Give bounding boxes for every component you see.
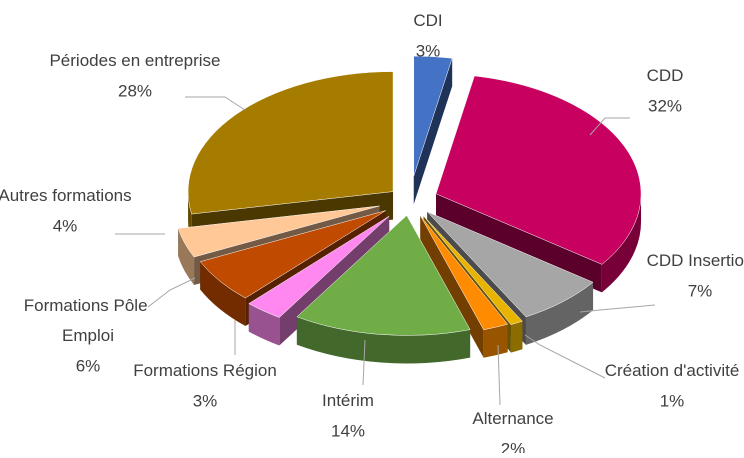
data-label-value: 2% bbox=[501, 439, 526, 453]
slice-wall bbox=[248, 303, 280, 346]
leader-line bbox=[579, 304, 656, 313]
slice bbox=[187, 71, 394, 215]
leader-line bbox=[185, 96, 246, 111]
slice bbox=[420, 215, 509, 331]
slice bbox=[423, 215, 523, 325]
leader-line bbox=[524, 334, 606, 379]
slice-side bbox=[413, 58, 453, 205]
data-label-value: 14% bbox=[331, 421, 365, 440]
slice-wall bbox=[525, 282, 594, 345]
data-label-value: 1% bbox=[660, 391, 685, 410]
data-label-name: Alternance bbox=[472, 409, 553, 428]
data-label-value: 4% bbox=[53, 216, 78, 235]
slice bbox=[199, 210, 386, 299]
slice-wall bbox=[510, 321, 523, 353]
slice-side bbox=[420, 215, 484, 358]
slice bbox=[413, 55, 453, 177]
data-label-value: 3% bbox=[193, 391, 218, 410]
slice bbox=[296, 215, 471, 336]
slice-wall bbox=[296, 316, 471, 364]
slice bbox=[435, 75, 642, 265]
data-label-name: Formations Région bbox=[133, 361, 277, 380]
data-label-name: Périodes en entreprise bbox=[49, 51, 220, 70]
data-label-value: 28% bbox=[118, 81, 152, 100]
leader-line bbox=[497, 344, 501, 406]
data-label-name: Autres formations bbox=[0, 186, 132, 205]
data-label-name: CDD Insertion bbox=[647, 251, 744, 270]
data-label-name: Intérim bbox=[322, 391, 374, 410]
data-label-value: 3% bbox=[416, 41, 441, 60]
slice-wall bbox=[483, 324, 508, 358]
slice-side bbox=[436, 193, 602, 293]
data-label-name: CDD bbox=[647, 66, 684, 85]
slice-wall bbox=[200, 261, 246, 327]
slice bbox=[248, 215, 390, 318]
leader-line bbox=[589, 117, 630, 136]
leader-line bbox=[147, 277, 196, 308]
slice-wall bbox=[178, 228, 195, 286]
slice bbox=[427, 211, 594, 318]
data-label-value: 7% bbox=[688, 281, 713, 300]
slice-wall bbox=[601, 193, 642, 293]
slice bbox=[177, 205, 380, 258]
data-label-value: 6% bbox=[76, 356, 101, 375]
data-label-name: Création d'activité bbox=[605, 361, 740, 380]
data-label-name: Formations Pôle Emploi bbox=[24, 296, 153, 345]
data-label-value: 32% bbox=[648, 96, 682, 115]
leader-line bbox=[362, 339, 366, 386]
data-label-name: CDI bbox=[413, 11, 442, 30]
